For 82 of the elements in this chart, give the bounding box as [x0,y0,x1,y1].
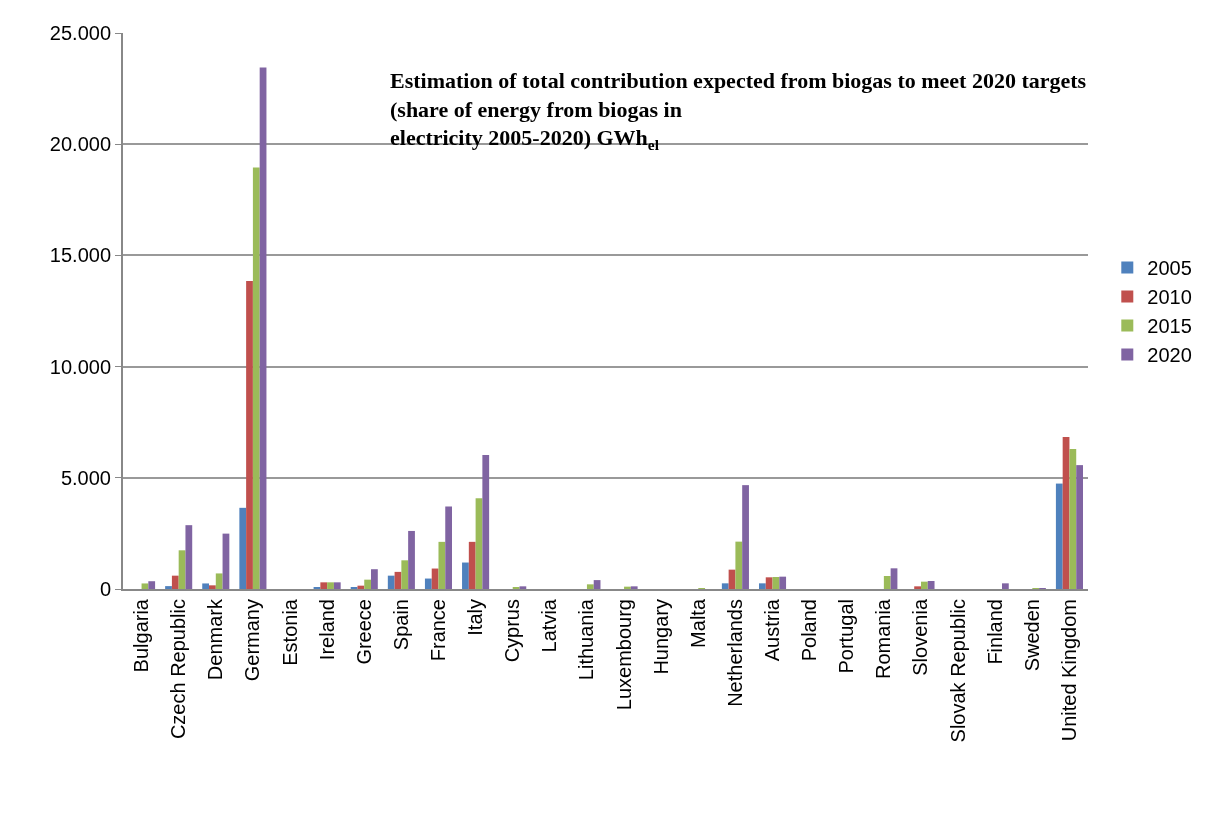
x-tick-label: Portugal [835,599,858,674]
bar [148,581,156,589]
bar [593,580,601,589]
bar [445,506,453,589]
bar [1055,483,1063,589]
x-tick-label: Slovak Republic [946,599,969,743]
bar [371,569,378,589]
bar [246,280,253,589]
x-tick-label: Denmark [204,598,227,681]
x-tick-label: Poland [798,599,821,662]
bar [1069,449,1077,589]
bar [215,573,223,589]
bar [742,485,749,589]
x-tick-label: Hungary [649,599,672,675]
x-tick-label: Cyprus [501,599,524,663]
x-tick-label: Luxembourg [612,599,635,711]
x-tick-label: Czech Republic [167,599,190,740]
x-tick-label: Latvia [538,598,561,653]
bar [630,586,638,589]
y-tick-label: 15.000 [49,244,111,267]
bar [462,562,469,589]
y-tick-label: 5.000 [60,466,111,489]
bar [1001,583,1009,589]
bar [424,578,432,589]
bar [920,581,928,589]
y-tick-label: 25.000 [49,22,111,44]
x-tick-label: Ireland [315,599,338,661]
x-tick-label: Finland [983,599,1006,665]
legend-label: 2005 [1147,257,1192,280]
bar [202,583,210,589]
bar [141,583,149,589]
x-tick-label: Estonia [278,598,301,666]
bar [364,579,372,589]
bar [519,586,527,589]
y-tick-label: 10.000 [49,355,111,378]
bar [387,575,395,589]
x-tick-label: Bulgaria [130,598,153,673]
x-tick-label: Slovenia [909,598,932,676]
bar [586,584,594,589]
bar [209,585,216,589]
x-tick-label: Italy [464,599,487,636]
bar [890,568,898,589]
legend-label: 2010 [1147,286,1192,309]
x-tick-label: Romania [872,598,895,680]
bar [327,582,334,589]
bar [883,575,891,589]
bar [482,455,490,589]
bar [1076,465,1083,589]
x-tick-label: Lithuania [575,598,598,681]
bar [408,530,415,589]
bar [721,583,729,589]
x-tick-label: Netherlands [723,599,746,707]
bar [357,585,365,589]
text: Estimation of total contribution expected from biogas to meet 2020 targets (share of energy from biogas in electricity 2005-2020) GWh$_{el}$ [390,68,1087,153]
y-tick-label: 20.000 [49,133,111,156]
bar [320,582,328,589]
bar [252,167,260,589]
bar [914,586,921,589]
bar [185,525,193,589]
x-tick-label: Greece [352,599,375,665]
bar [765,577,773,589]
x-tick-label: Spain [389,599,412,651]
x-tick-label: Germany [241,599,264,682]
y-tick-label: 0 [99,578,111,600]
bar [165,586,172,589]
bar [927,580,935,589]
x-tick-label: United Kingdom [1057,599,1080,742]
bar [401,560,409,589]
bar [171,575,179,589]
legend-label: 2015 [1147,315,1192,338]
bar [779,576,787,589]
bar [239,507,247,589]
bar [333,582,341,589]
bar [735,541,743,589]
bar [468,541,476,589]
x-tick-label: Austria [761,598,784,662]
x-tick-label: Malta [686,598,709,648]
bar [438,541,446,589]
legend-label: 2020 [1147,344,1192,367]
bar [758,583,766,589]
x-tick-label: Sweden [1020,599,1043,672]
x-tick-label: France [426,599,449,662]
